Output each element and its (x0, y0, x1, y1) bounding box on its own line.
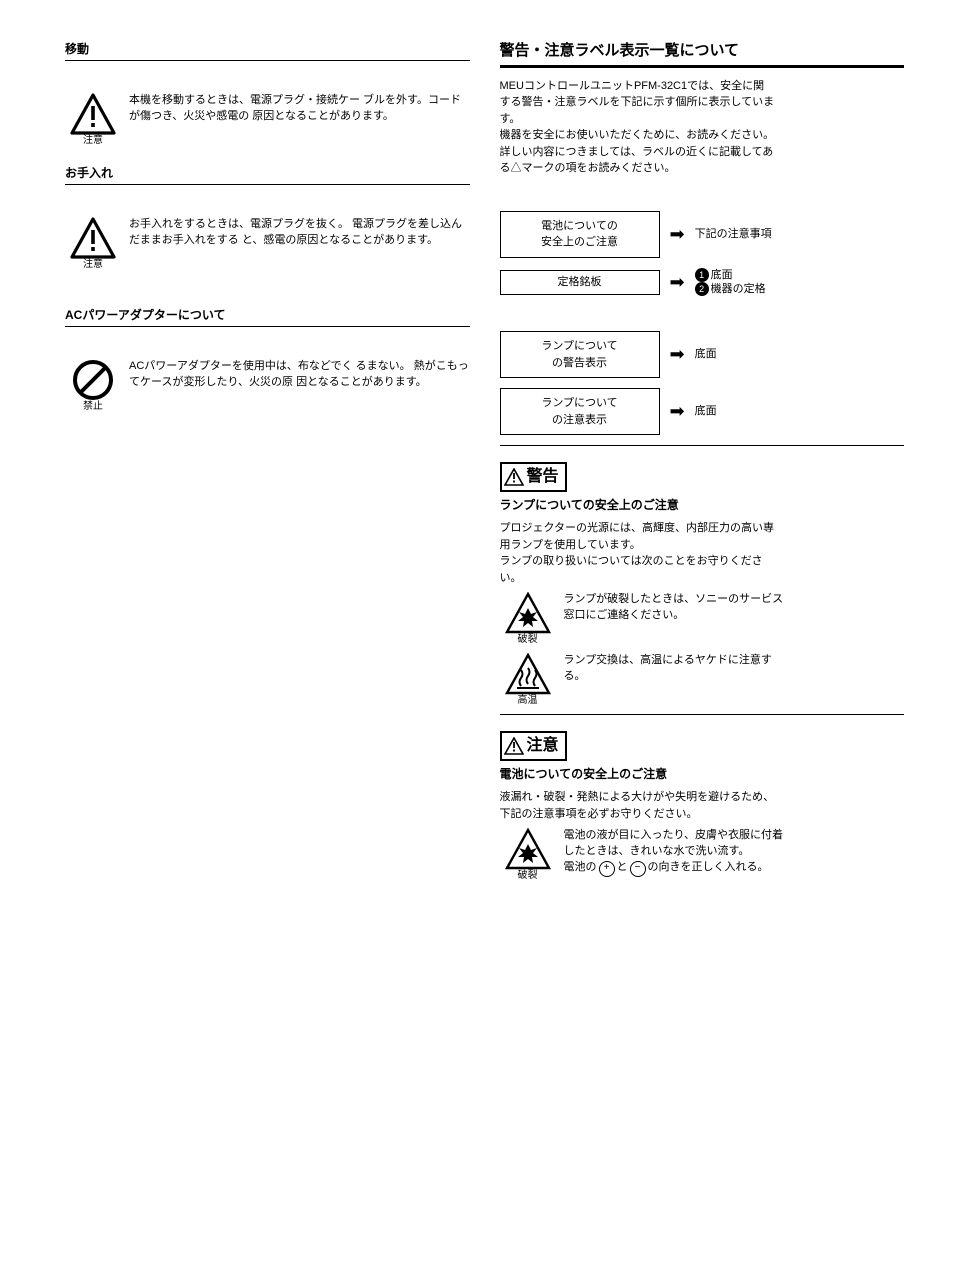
cleaning-text: お手入れをするときは、電源プラグを抜く。 電源プラグを差し込んだままお手入れをす… (129, 217, 470, 249)
arrow-icon: ➡ (670, 221, 685, 248)
caution-triangle-icon (504, 737, 524, 755)
label-row-0: 電池についての 安全上のご注意 ➡ 下記の注意事項 (500, 211, 905, 258)
plus-icon: + (599, 861, 615, 877)
moving-block: 注意 本機を移動するときは、電源プラグ・接続ケー ブルを外す。コードが傷つき、火… (65, 93, 470, 148)
caution-badge-text: 注意 (527, 734, 559, 758)
section-moving-title: 移動 (65, 40, 470, 58)
caution-para: 液漏れ・破裂・発熱による大けがや失明を避けるため、 下記の注意事項を必ずお守りく… (500, 789, 905, 822)
arrow-icon: ➡ (670, 269, 685, 296)
icon-label: 注意 (83, 257, 103, 272)
warning-item-text: ランプ交換は、高温によるヤケドに注意す る。 (564, 653, 905, 685)
right-title: 警告・注意ラベル表示一覧について (500, 40, 905, 63)
label-row-1: 定格銘板 ➡ 1底面 2機器の定格 (500, 268, 905, 298)
num-2-icon: 2 (695, 282, 709, 296)
explosion-icon (505, 828, 551, 870)
prohibit-icon (72, 359, 114, 401)
num-1-icon: 1 (695, 268, 709, 282)
icon-label: 高温 (518, 693, 538, 708)
heavy-divider (500, 65, 905, 68)
icon-label: 破裂 (518, 632, 538, 647)
warning-item-text: ランプが破裂したときは、ソニーのサービス 窓口にご連絡ください。 (564, 592, 905, 624)
warning-item-1: 高温 ランプ交換は、高温によるヤケドに注意す る。 (500, 653, 905, 708)
arrow-icon: ➡ (670, 398, 685, 425)
cleaning-block: 注意 お手入れをするときは、電源プラグを抜く。 電源プラグを差し込んだままお手入… (65, 217, 470, 272)
label-row-2: ランプについて の警告表示 ➡ 底面 (500, 331, 905, 378)
caution-badge: 注意 (500, 731, 567, 761)
right-intro: MEUコントロールユニットPFM-32C1では、安全に関 する警告・注意ラベルを… (500, 78, 905, 177)
caution-triangle-icon (70, 217, 116, 259)
divider (500, 714, 905, 715)
divider (500, 445, 905, 446)
caution-item-0: 破裂 電池の液が目に入ったり、皮膚や衣服に付着したときは、きれいな水で洗い流す。… (500, 828, 905, 883)
label-row-3: ランプについて の注意表示 ➡ 底面 (500, 388, 905, 435)
warning-badge-text: 警告 (527, 465, 559, 489)
label-box: 電池についての 安全上のご注意 (500, 211, 660, 258)
icon-label: 禁止 (83, 399, 103, 414)
section-ac-title: ACパワーアダプターについて (65, 306, 470, 324)
label-side: 下記の注意事項 (695, 227, 772, 242)
icon-label: 破裂 (518, 868, 538, 883)
warning-heading: ランプについての安全上のご注意 (500, 496, 905, 514)
caution-item-text: 電池の液が目に入ったり、皮膚や衣服に付着したときは、きれいな水で洗い流す。 電池… (564, 828, 905, 877)
divider (65, 326, 470, 327)
arrow-icon: ➡ (670, 341, 685, 368)
label-box: ランプについて の警告表示 (500, 331, 660, 378)
caution-triangle-icon (70, 93, 116, 135)
warning-para: プロジェクターの光源には、高輝度、内部圧力の高い専 用ランプを使用しています。 … (500, 520, 905, 586)
label-side-list: 1底面 2機器の定格 (695, 268, 766, 298)
warning-triangle-icon (504, 468, 524, 486)
ac-text: ACパワーアダプターを使用中は、布などでく るまない。 熱がこもってケースが変形… (129, 359, 470, 391)
minus-icon: − (630, 861, 646, 877)
icon-label: 注意 (83, 133, 103, 148)
warning-item-0: 破裂 ランプが破裂したときは、ソニーのサービス 窓口にご連絡ください。 (500, 592, 905, 647)
warning-badge: 警告 (500, 462, 567, 492)
caution-heading: 電池についての安全上のご注意 (500, 765, 905, 783)
divider (65, 60, 470, 61)
explosion-icon (505, 592, 551, 634)
divider (65, 184, 470, 185)
label-box: ランプについて の注意表示 (500, 388, 660, 435)
ac-block: 禁止 ACパワーアダプターを使用中は、布などでく るまない。 熱がこもってケース… (65, 359, 470, 414)
label-side: 底面 (695, 347, 717, 362)
label-box: 定格銘板 (500, 270, 660, 295)
hot-surface-icon (505, 653, 551, 695)
section-cleaning-title: お手入れ (65, 164, 470, 182)
label-side: 底面 (695, 404, 717, 419)
moving-text: 本機を移動するときは、電源プラグ・接続ケー ブルを外す。コードが傷つき、火災や感… (129, 93, 470, 125)
